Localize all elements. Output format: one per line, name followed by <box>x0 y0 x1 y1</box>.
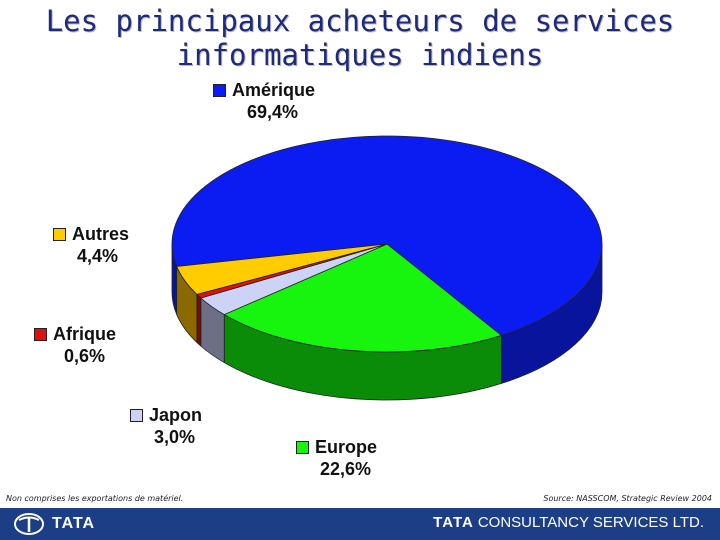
label-afrique: Afrique <box>53 324 116 344</box>
swatch-japon <box>130 408 143 422</box>
footer-right-brand-rest: CONSULTANCY SERVICES LTD. <box>477 514 704 531</box>
legend-europe: Europe 22,6% <box>296 436 377 480</box>
legend-afrique: Afrique 0,6% <box>34 323 116 367</box>
title-line-1: Les principaux acheteurs de services <box>45 4 675 38</box>
value-japon: 3,0% <box>154 427 196 447</box>
tata-logo-icon <box>14 513 44 535</box>
title-line-2: informatiques indiens <box>176 38 544 72</box>
footnote-source: Source: NASSCOM, Strategic Review 2004 <box>543 494 712 503</box>
footer-right-brand-bold: TATA <box>433 514 474 531</box>
value-autres: 4,4% <box>77 246 119 266</box>
page-title: Les principaux acheteurs de services inf… <box>0 4 720 72</box>
legend-autres: Autres 4,4% <box>53 223 129 267</box>
label-autres: Autres <box>72 224 130 244</box>
footer-right-brand: TATA CONSULTANCY SERVICES LTD. <box>433 514 704 531</box>
value-europe: 22,6% <box>320 459 372 479</box>
label-japon: Japon <box>149 405 203 425</box>
pie-slice-autres <box>176 243 388 295</box>
swatch-europe <box>296 440 309 454</box>
pie-slice-europe <box>223 243 503 353</box>
pie-slice-amérique <box>171 135 603 336</box>
value-amerique: 69,4% <box>247 102 299 122</box>
swatch-autres <box>53 227 66 241</box>
label-europe: Europe <box>315 437 378 457</box>
legend-japon: Japon 3,0% <box>130 404 202 448</box>
swatch-afrique <box>34 327 47 341</box>
pie-side-afrique <box>196 293 202 347</box>
legend-amerique: Amérique 69,4% <box>213 79 315 123</box>
footer-left-logo: TATA <box>14 513 95 535</box>
value-afrique: 0,6% <box>64 346 106 366</box>
swatch-amerique <box>213 83 226 97</box>
footer-bar: TATA TATA CONSULTANCY SERVICES LTD. <box>0 508 720 540</box>
footer-left-brand: TATA <box>52 515 96 532</box>
label-amerique: Amérique <box>232 80 316 100</box>
footnote-left: Non comprises les exportations de matéri… <box>6 494 184 503</box>
